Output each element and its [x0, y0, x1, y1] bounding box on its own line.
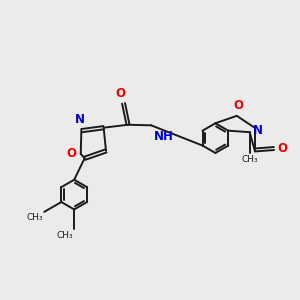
Text: O: O	[277, 142, 287, 155]
Text: O: O	[233, 99, 243, 112]
Text: CH₃: CH₃	[242, 155, 259, 164]
Text: O: O	[66, 147, 76, 161]
Text: NH: NH	[154, 130, 173, 143]
Text: O: O	[116, 87, 126, 101]
Text: N: N	[75, 113, 85, 126]
Text: CH₃: CH₃	[56, 231, 73, 240]
Text: N: N	[253, 124, 263, 137]
Text: CH₃: CH₃	[26, 213, 43, 222]
